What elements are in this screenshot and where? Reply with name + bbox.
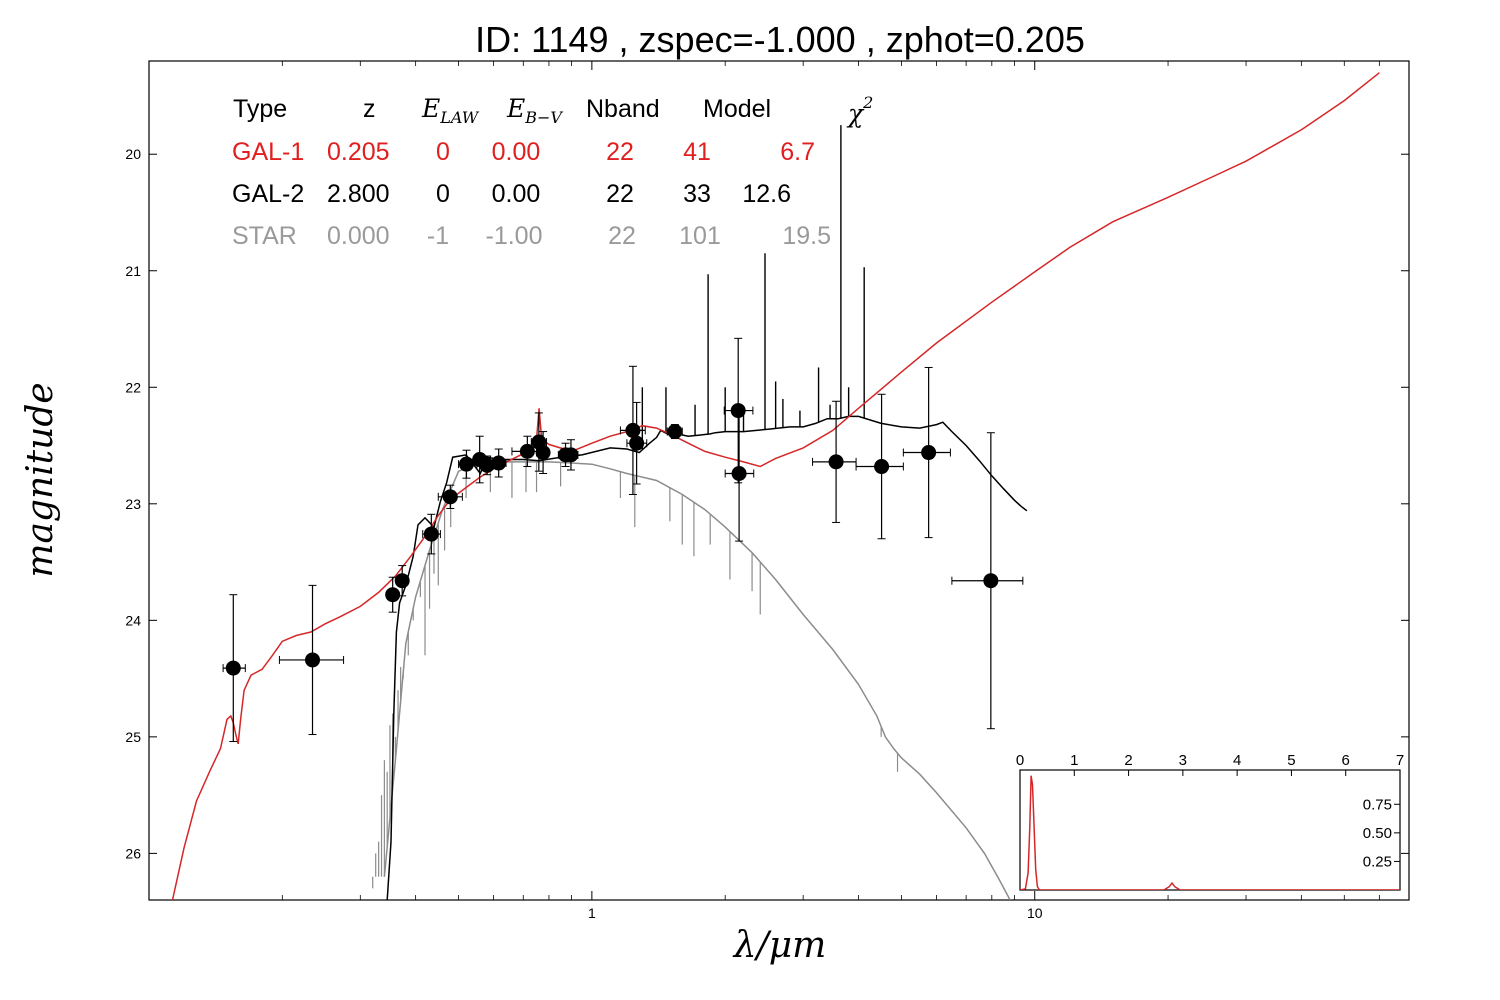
photometry-point [730,403,746,419]
x-tick-label: 1 [588,905,596,921]
chart-title: ID: 1149 , zspec=-1.000 , zphot=0.205 [475,19,1085,60]
photometry-point [385,587,401,603]
table-header-elaw: ELAW [421,94,480,127]
inset-x-tick-label: 5 [1287,752,1295,769]
y-tick-label: 23 [125,496,141,512]
star-type: STAR [232,222,297,250]
y-tick-label: 24 [125,612,141,628]
y-tick-label: 26 [125,845,141,861]
y-tick-label: 20 [125,146,141,162]
gal2-nband: 22 [606,180,634,208]
gal1-chi2: 6.7 [780,138,815,166]
photometry-point [731,466,747,482]
inset-y-tick-label: 0.50 [1363,825,1392,842]
inset-pdz-curve [1020,775,1400,890]
photometry-point [563,447,579,463]
table-row-star: STAR 0.000 -1 -1.00 22 101 19.5 [232,222,831,250]
photometry-point [305,652,321,668]
fit-table: Type z ELAW EB−V Nband Model χ2 GAL-1 0.… [232,93,873,250]
inset-x-tick-label: 1 [1070,752,1078,769]
table-row-gal1: GAL-1 0.205 0 0.00 22 41 6.7 [232,138,815,166]
gal1-ebv: 0.00 [492,138,541,166]
photometry-point [874,459,890,475]
inset-x-tick-label: 3 [1179,752,1187,769]
gal2-chi2: 12.6 [742,180,791,208]
inset-x-tick-label: 2 [1124,752,1132,769]
gal1-type: GAL-1 [232,138,304,166]
gal1-model: 41 [683,138,711,166]
inset-x-tick-label: 6 [1342,752,1350,769]
table-header-z: z [363,95,376,123]
gal2-elaw: 0 [436,180,450,208]
star-nband: 22 [608,222,636,250]
inset-x-tick-label: 0 [1016,752,1024,769]
photometry-point [458,456,474,472]
inset-y-tick-label: 0.75 [1363,796,1392,813]
plot-frame [148,60,1410,901]
inset-pdz-layer [1020,775,1400,890]
gal2-z: 2.800 [327,180,390,208]
photometry-layer [222,337,1024,743]
photometry-point [423,526,439,542]
photometry-point [828,454,844,470]
star-elaw: -1 [427,222,449,250]
table-header-ebv: EB−V [506,94,563,127]
gal1-z: 0.205 [327,138,390,166]
inset-x-tick-label: 7 [1396,752,1404,769]
gal2-model: 33 [683,180,711,208]
plot-area [148,60,1410,901]
table-header-chi2: χ2 [846,93,873,128]
photometry-point [394,573,410,589]
y-tick-label: 25 [125,729,141,745]
y-tick-label: 22 [125,379,141,395]
star-z: 0.000 [327,222,390,250]
photometry-point [921,445,937,461]
inset-x-tick-label: 4 [1233,752,1241,769]
gal2-type: GAL-2 [232,180,304,208]
photometry-point [983,573,999,589]
gal2-ebv: 0.00 [492,180,541,208]
inset-frame [1019,769,1401,891]
photometry-point [629,435,645,451]
inset-ticks: 0 1 2 3 4 5 6 7 0.25 0.50 0.75 [1016,752,1404,870]
star-model: 101 [679,222,721,250]
table-header-model: Model [703,95,771,123]
x-axis-label: λ/μm [732,925,826,966]
x-tick-label: 10 [1027,905,1043,921]
photometry-point [667,424,683,440]
gal1-elaw: 0 [436,138,450,166]
photometry-point [535,445,551,461]
photometry-point [519,443,535,459]
star-ebv: -1.00 [486,222,543,250]
pdz-inset: 0 1 2 3 4 5 6 7 0.25 0.50 0.75 [1016,752,1404,891]
photometry-point [625,422,641,438]
gal1-nband: 22 [606,138,634,166]
photometry-point [442,489,458,505]
table-row-gal2: GAL-2 2.800 0 0.00 22 33 12.6 [232,180,791,208]
inset-y-tick-label: 0.25 [1363,853,1392,870]
y-axis-label: magnitude [20,382,61,577]
y-tick-label: 21 [125,263,141,279]
star-chi2: 19.5 [782,222,831,250]
table-header-type: Type [233,95,287,123]
photometry-point [225,660,241,676]
table-header-nband: Nband [586,95,660,123]
photometry-point [491,455,507,471]
